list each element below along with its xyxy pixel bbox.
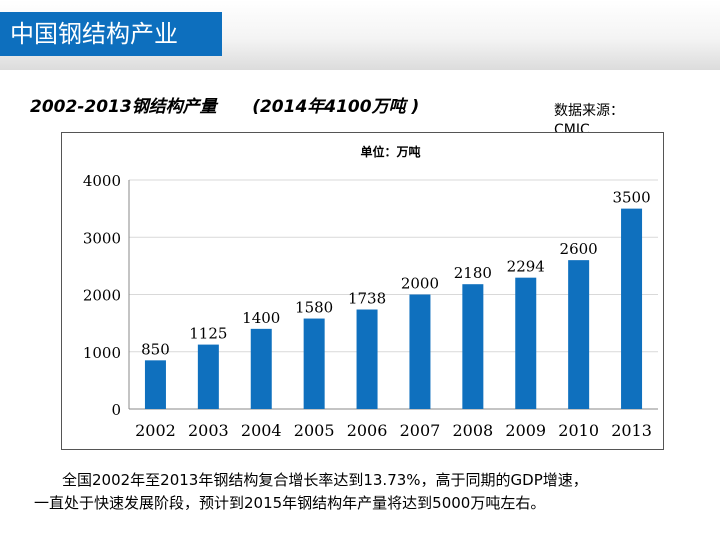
bar (409, 294, 431, 409)
bar (568, 260, 590, 409)
data-label: 2180 (454, 264, 492, 282)
x-tick-label: 2004 (241, 421, 282, 440)
footer-line-1: 全国2002年至2013年钢结构复合增长率达到13.73%，高于同期的GDP增速… (62, 471, 588, 489)
x-tick-label: 2006 (347, 421, 388, 440)
page-title: 中国钢结构产业 (10, 20, 178, 48)
chart-frame: 单位：万吨 0 1000 2000 3000 4000 850 2002 1125 2003 140… (61, 132, 664, 450)
x-tick-label: 2007 (400, 421, 441, 440)
y-tick-label: 4000 (83, 172, 121, 190)
data-label: 2294 (507, 258, 545, 276)
data-label: 1580 (295, 299, 333, 317)
footer-paragraph: 全国2002年至2013年钢结构复合增长率达到13.73%，高于同期的GDP增速… (34, 469, 694, 515)
data-label: 1125 (189, 325, 227, 343)
bar (197, 344, 219, 409)
data-label: 1738 (348, 289, 386, 307)
x-tick-label: 2003 (188, 421, 229, 440)
bar (250, 328, 272, 409)
data-label: 850 (141, 340, 170, 358)
data-label: 1400 (242, 309, 280, 327)
x-tick-label: 2013 (611, 421, 652, 440)
y-tick-label: 0 (111, 401, 121, 419)
x-tick-label: 2002 (135, 421, 176, 440)
x-tick-label: 2009 (505, 421, 546, 440)
bar (356, 309, 378, 409)
chart-title: 单位：万吨 (360, 144, 420, 159)
data-label: 2000 (401, 275, 439, 293)
bar (515, 277, 537, 409)
y-tick-label: 2000 (83, 287, 121, 305)
bar (303, 318, 325, 409)
bar (462, 284, 484, 409)
x-tick-label: 2005 (294, 421, 335, 440)
bar-chart: 单位：万吨 0 1000 2000 3000 4000 850 2002 1125 2003 140… (83, 144, 658, 440)
data-label: 3500 (612, 189, 650, 207)
bar (621, 208, 643, 409)
y-tick-label: 1000 (83, 344, 121, 362)
bar (144, 360, 166, 409)
y-tick-label: 3000 (83, 229, 121, 247)
source-label: 数据来源： (554, 103, 624, 119)
chart-subtitle: 2002-2013钢结构产量 (2014年4100万吨 ) (30, 97, 420, 117)
data-label: 2600 (560, 240, 598, 258)
title-block: 中国钢结构产业 (0, 12, 222, 56)
x-tick-label: 2010 (558, 421, 599, 440)
footer-line-2: 一直处于快速发展阶段，预计到2015年钢结构年产量将达到5000万吨左右。 (34, 494, 546, 512)
x-tick-label: 2008 (452, 421, 493, 440)
